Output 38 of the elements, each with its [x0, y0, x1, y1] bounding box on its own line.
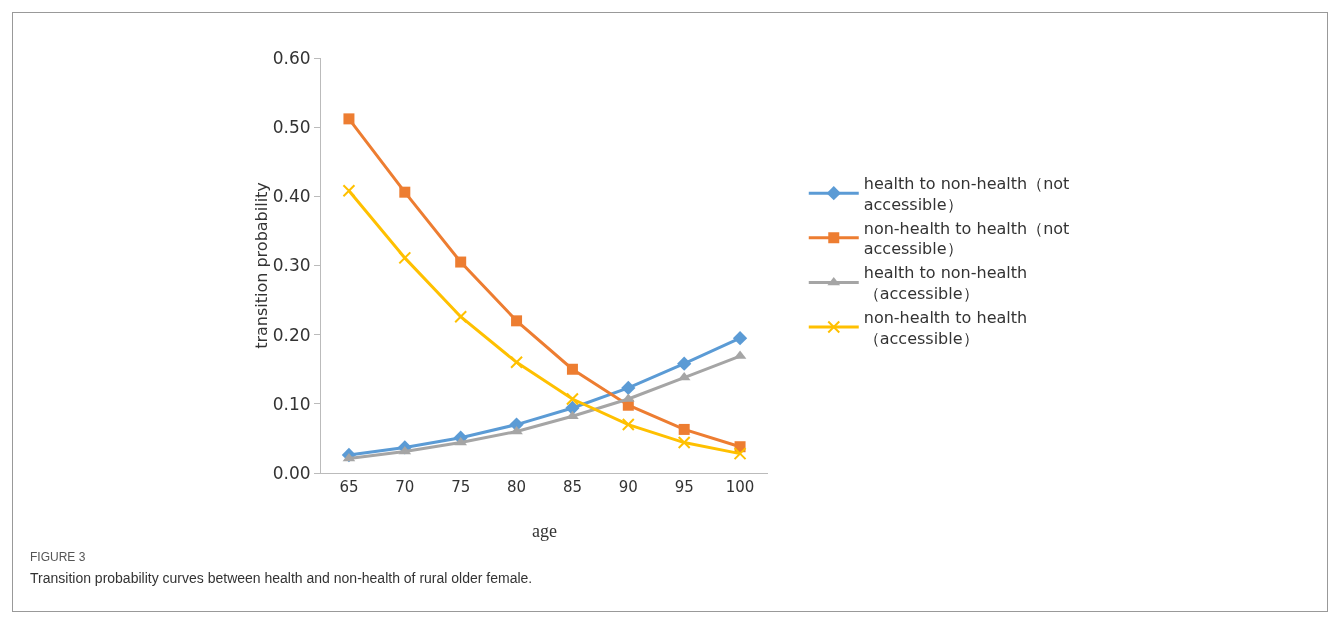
point	[398, 251, 412, 265]
point	[621, 380, 636, 396]
x-tick-label: 70	[395, 478, 415, 496]
point	[621, 418, 635, 432]
y-tick-label: 0.60	[272, 47, 311, 68]
point	[454, 310, 468, 324]
x-tick-label: 85	[562, 478, 582, 496]
point	[677, 436, 691, 450]
point	[733, 447, 747, 461]
point	[343, 113, 355, 125]
legend-label: non-health to health（accessible）	[863, 307, 1028, 348]
point	[511, 315, 523, 327]
point	[455, 256, 467, 268]
point	[678, 423, 690, 435]
y-tick-label: 0.40	[272, 186, 311, 207]
point	[399, 186, 411, 198]
y-tick-label: 0.00	[272, 462, 311, 483]
y-tick-label: 0.50	[272, 117, 311, 138]
x-tick-label: 75	[451, 478, 471, 496]
x-axis-title: age	[532, 521, 557, 541]
point	[342, 184, 356, 198]
x-tick-label: 90	[618, 478, 638, 496]
y-tick-label: 0.10	[272, 393, 311, 414]
x-tick-label: 95	[674, 478, 694, 496]
x-tick-label: 100	[725, 478, 755, 496]
text: Transition probability curves between health and non-health of rural older female.	[30, 570, 533, 586]
point	[677, 356, 692, 371]
x-tick-label: 80	[507, 478, 527, 496]
x-tick-label: 65	[339, 478, 359, 496]
y-tick-label: 0.20	[272, 324, 311, 345]
caption: FIGURE 3	[30, 550, 87, 564]
y-axis-title: transition probability	[251, 182, 271, 349]
y-tick-label: 0.30	[272, 255, 311, 276]
point	[510, 355, 524, 369]
point	[565, 392, 579, 406]
point	[566, 363, 578, 375]
point	[342, 452, 356, 462]
point	[732, 330, 748, 346]
